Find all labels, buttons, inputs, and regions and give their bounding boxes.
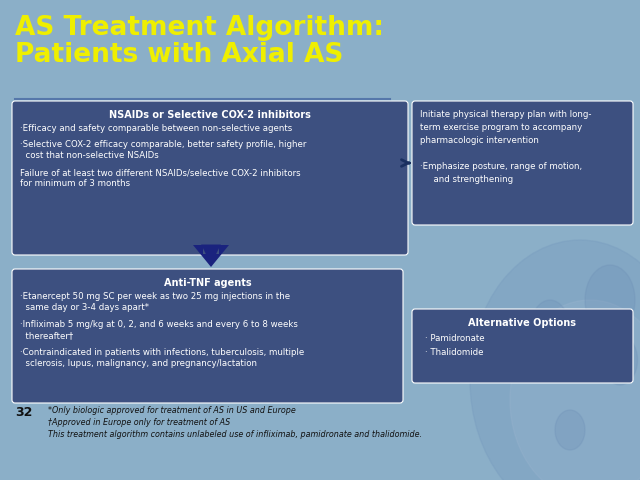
Polygon shape <box>193 245 229 267</box>
Text: Initiate physical therapy plan with long-: Initiate physical therapy plan with long… <box>420 110 591 119</box>
Ellipse shape <box>470 240 640 480</box>
Text: NSAIDs or Selective COX-2 inhibitors: NSAIDs or Selective COX-2 inhibitors <box>109 110 311 120</box>
Text: This treatment algorithm contains unlabeled use of infliximab, pamidronate and t: This treatment algorithm contains unlabe… <box>48 430 422 439</box>
Text: AS Treatment Algorithm:: AS Treatment Algorithm: <box>15 15 384 41</box>
Text: · Pamidronate: · Pamidronate <box>425 334 484 343</box>
Text: ·Infliximab 5 mg/kg at 0, 2, and 6 weeks and every 6 to 8 weeks
  thereafter†: ·Infliximab 5 mg/kg at 0, 2, and 6 weeks… <box>20 320 298 340</box>
Text: †Approved in Europe only for treatment of AS: †Approved in Europe only for treatment o… <box>48 418 230 427</box>
FancyBboxPatch shape <box>412 309 633 383</box>
Text: and strengthening: and strengthening <box>428 175 513 184</box>
Text: ·Etanercept 50 mg SC per week as two 25 mg injections in the
  same day or 3-4 d: ·Etanercept 50 mg SC per week as two 25 … <box>20 292 290 312</box>
Text: ·Emphasize posture, range of motion,: ·Emphasize posture, range of motion, <box>420 162 582 171</box>
Ellipse shape <box>585 265 635 335</box>
Text: pharmacologic intervention: pharmacologic intervention <box>420 136 539 145</box>
FancyBboxPatch shape <box>12 101 408 255</box>
Text: Failure of at least two different NSAIDs/selective COX-2 inhibitors
for minimum : Failure of at least two different NSAIDs… <box>20 168 301 188</box>
Text: *Only biologic approved for treatment of AS in US and Europe: *Only biologic approved for treatment of… <box>48 406 296 415</box>
Ellipse shape <box>510 300 640 480</box>
Ellipse shape <box>602 335 637 385</box>
FancyBboxPatch shape <box>0 0 640 100</box>
FancyBboxPatch shape <box>12 269 403 403</box>
Ellipse shape <box>530 300 570 360</box>
Text: Alternative Options: Alternative Options <box>468 318 577 328</box>
Text: term exercise program to accompany: term exercise program to accompany <box>420 123 582 132</box>
Text: Patients with Axial AS: Patients with Axial AS <box>15 42 344 68</box>
FancyBboxPatch shape <box>412 101 633 225</box>
Text: Anti-TNF agents: Anti-TNF agents <box>164 278 252 288</box>
Text: 32: 32 <box>15 406 33 419</box>
Text: · Thalidomide: · Thalidomide <box>425 348 483 357</box>
Ellipse shape <box>555 410 585 450</box>
Text: ·Selective COX-2 efficacy comparable, better safety profile, higher
  cost that : ·Selective COX-2 efficacy comparable, be… <box>20 140 307 160</box>
Text: ·Efficacy and safety comparable between non-selective agents: ·Efficacy and safety comparable between … <box>20 124 292 133</box>
Text: ·Contraindicated in patients with infections, tuberculosis, multiple
  sclerosis: ·Contraindicated in patients with infect… <box>20 348 304 368</box>
